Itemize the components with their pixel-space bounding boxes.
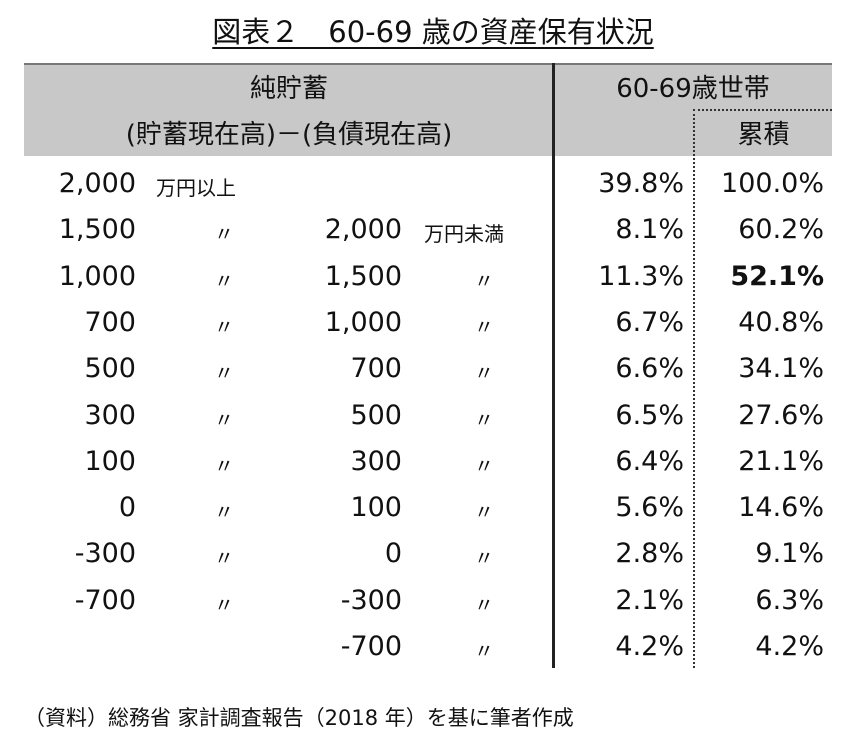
header-net-savings-label: 純貯蓄 xyxy=(249,74,328,104)
share-value: 4.2% xyxy=(615,631,684,662)
header-net-savings-formula: (貯蓄現在高)－(負債現在高) xyxy=(125,120,453,150)
range-to-unit: 〃 xyxy=(474,500,494,525)
cumulative-value: 34.1% xyxy=(738,353,824,385)
range-from-unit: 万円以上 xyxy=(156,176,236,200)
figure-title: 図表２ 60-69 歳の資産保有状況 xyxy=(212,15,654,49)
range-to-unit: 〃 xyxy=(474,453,494,478)
range-to-unit: 〃 xyxy=(474,268,494,293)
range-to: 500 xyxy=(350,399,402,431)
share-value: 39.8% xyxy=(598,168,684,199)
range-from: 700 xyxy=(84,306,136,338)
range-to-unit: 万円未満 xyxy=(424,222,504,247)
range-to-unit: 〃 xyxy=(474,546,494,571)
ditto-mark: 〃 xyxy=(214,407,234,432)
share-value: 6.5% xyxy=(615,399,684,431)
header-cumulative-label: 累積 xyxy=(737,120,790,150)
range-to: 1,500 xyxy=(324,260,402,292)
range-to-unit: 〃 xyxy=(474,361,494,386)
cumulative-value: 60.2% xyxy=(738,214,824,246)
cumulative-value: 6.3% xyxy=(755,584,824,616)
asset-table: 純貯蓄 (貯蓄現在高)－(負債現在高) 60-69歳世帯 累積 2,000 万円以… xyxy=(24,63,832,668)
cumulative-value: 40.8% xyxy=(738,306,824,338)
range-from: -300 xyxy=(74,538,136,570)
cumulative-value: 52.1% xyxy=(730,260,824,292)
ditto-mark: 〃 xyxy=(214,546,234,571)
range-from: 0 xyxy=(118,492,136,524)
range-from: 1,000 xyxy=(58,260,136,292)
ditto-mark: 〃 xyxy=(214,361,234,386)
cumulative-divider xyxy=(693,109,695,668)
share-value: 6.4% xyxy=(615,445,684,477)
ditto-mark: 〃 xyxy=(214,314,234,339)
range-from: 500 xyxy=(84,353,136,385)
range-to: 1,000 xyxy=(324,306,402,338)
range-to-unit: 〃 xyxy=(474,407,494,432)
share-value: 6.6% xyxy=(615,353,684,385)
share-value: 8.1% xyxy=(615,214,684,246)
ditto-mark: 〃 xyxy=(214,222,234,247)
range-to-unit: 〃 xyxy=(474,639,494,663)
range-to: 100 xyxy=(350,492,402,524)
range-from: -700 xyxy=(74,584,136,616)
share-value: 2.8% xyxy=(615,538,684,570)
header-age-group-label: 60-69歳世帯 xyxy=(616,74,770,104)
range-from: 1,500 xyxy=(58,214,136,246)
cumulative-value: 9.1% xyxy=(755,538,824,570)
share-value: 5.6% xyxy=(615,492,684,524)
ditto-mark: 〃 xyxy=(214,592,234,617)
range-from: 300 xyxy=(84,399,136,431)
range-from: 100 xyxy=(84,445,136,477)
range-to-unit: 〃 xyxy=(474,592,494,617)
cumulative-value: 4.2% xyxy=(755,631,824,662)
ditto-mark: 〃 xyxy=(214,453,234,478)
cumulative-value: 27.6% xyxy=(738,399,824,431)
cumulative-value: 14.6% xyxy=(738,492,824,524)
range-to: 2,000 xyxy=(324,214,402,246)
range-to: -700 xyxy=(340,631,402,662)
range-to: 700 xyxy=(350,353,402,385)
range-to: 300 xyxy=(350,445,402,477)
range-to: 0 xyxy=(384,538,402,570)
column-divider xyxy=(552,63,555,668)
range-to-unit: 〃 xyxy=(474,314,494,339)
header-net-savings xyxy=(24,63,554,156)
cumulative-value: 21.1% xyxy=(738,445,824,477)
share-value: 2.1% xyxy=(615,584,684,616)
ditto-mark: 〃 xyxy=(214,500,234,525)
cumulative-value: 100.0% xyxy=(721,168,824,199)
ditto-mark: 〃 xyxy=(214,268,234,293)
cumulative-header-divider xyxy=(693,109,832,111)
source-note: （資料）総務省 家計調査報告（2018 年）を基に筆者作成 xyxy=(24,706,574,730)
share-value: 11.3% xyxy=(598,260,684,292)
range-to: -300 xyxy=(340,584,402,616)
share-value: 6.7% xyxy=(615,306,684,338)
range-from: 2,000 xyxy=(58,168,136,199)
